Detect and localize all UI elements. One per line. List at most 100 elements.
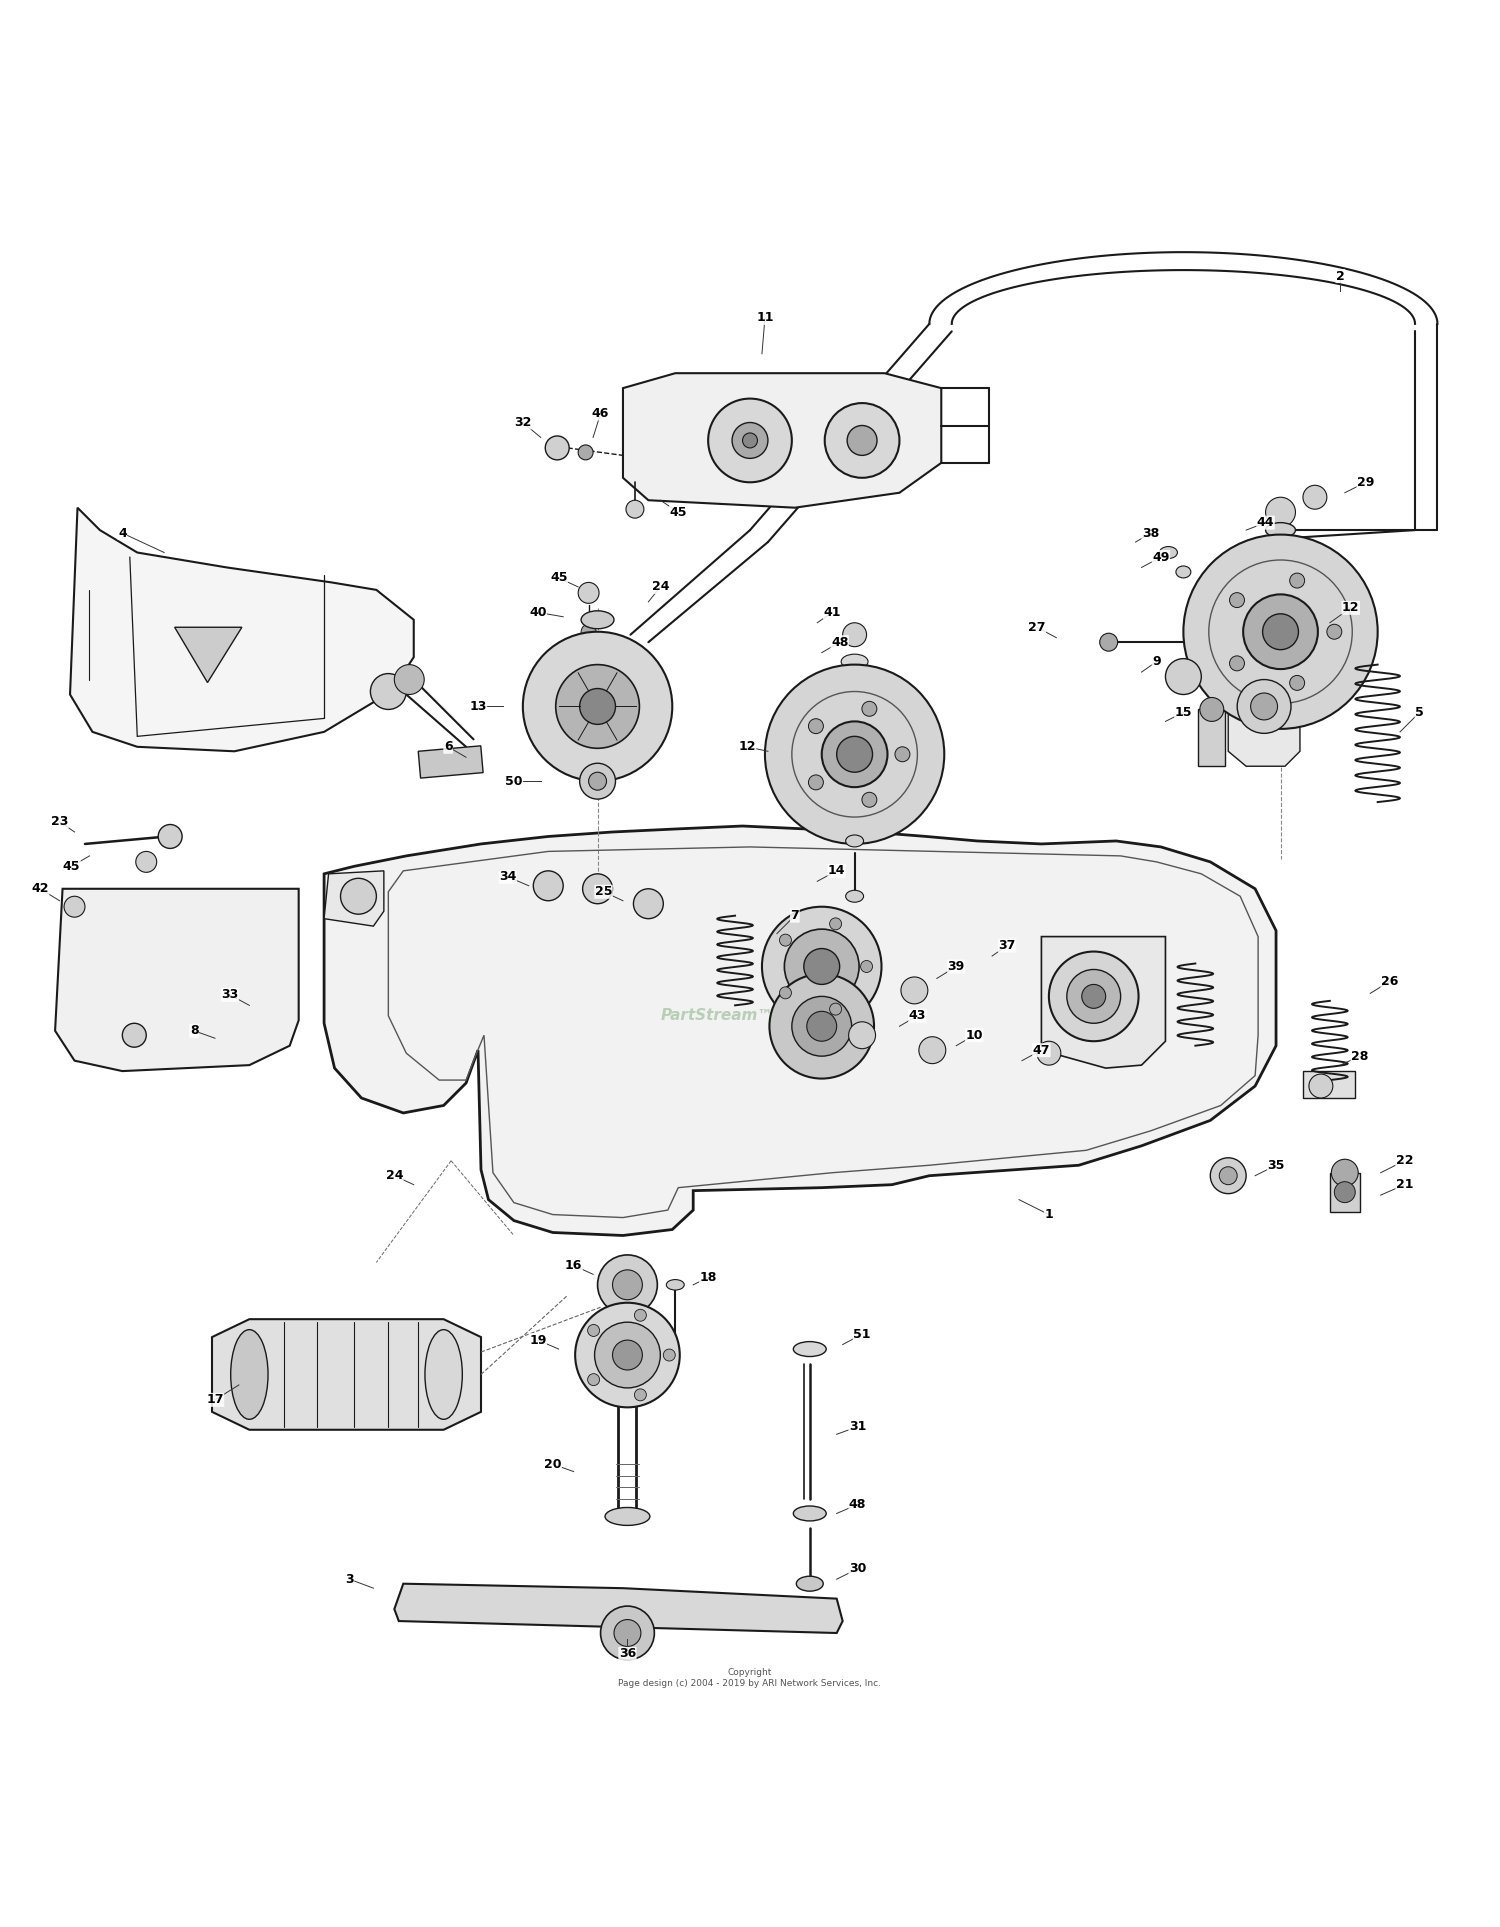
Circle shape (1251, 694, 1278, 721)
Circle shape (770, 973, 874, 1079)
Circle shape (732, 422, 768, 459)
Circle shape (1066, 969, 1120, 1023)
Text: 26: 26 (1382, 975, 1398, 989)
Text: 35: 35 (1268, 1158, 1284, 1172)
Circle shape (633, 888, 663, 919)
Circle shape (807, 1012, 837, 1041)
Text: 34: 34 (500, 871, 516, 883)
Ellipse shape (604, 1507, 650, 1526)
Polygon shape (394, 1584, 843, 1632)
Circle shape (123, 1023, 146, 1046)
Circle shape (902, 977, 928, 1004)
Circle shape (1328, 624, 1342, 640)
Circle shape (612, 1339, 642, 1370)
Ellipse shape (796, 1576, 824, 1592)
Ellipse shape (231, 1330, 268, 1420)
Text: 28: 28 (1352, 1050, 1368, 1062)
Text: 5: 5 (1414, 705, 1424, 719)
Circle shape (597, 1254, 657, 1314)
Circle shape (612, 1270, 642, 1299)
Text: 27: 27 (1028, 620, 1045, 634)
Polygon shape (211, 1320, 482, 1430)
Text: 16: 16 (566, 1258, 582, 1272)
Circle shape (588, 1374, 600, 1386)
Ellipse shape (842, 653, 868, 669)
Ellipse shape (424, 1330, 462, 1420)
Text: 8: 8 (190, 1025, 198, 1037)
Circle shape (626, 501, 644, 518)
Text: 22: 22 (1396, 1154, 1413, 1168)
Ellipse shape (666, 1280, 684, 1289)
Ellipse shape (794, 1341, 826, 1357)
Circle shape (1244, 594, 1318, 669)
Text: 46: 46 (592, 407, 609, 420)
Bar (1198, 709, 1225, 767)
Circle shape (588, 773, 606, 790)
Circle shape (780, 987, 792, 998)
Ellipse shape (580, 611, 614, 628)
Text: 38: 38 (1142, 526, 1160, 540)
Circle shape (1230, 655, 1245, 671)
Ellipse shape (846, 890, 864, 902)
Circle shape (849, 1021, 876, 1048)
Ellipse shape (846, 834, 864, 848)
Ellipse shape (1160, 547, 1178, 559)
Circle shape (830, 1004, 842, 1016)
Circle shape (579, 688, 615, 725)
Circle shape (370, 674, 406, 709)
Circle shape (896, 748, 910, 761)
Polygon shape (1228, 661, 1300, 767)
Circle shape (582, 873, 612, 904)
Circle shape (634, 1389, 646, 1401)
Circle shape (920, 1037, 946, 1064)
Circle shape (580, 624, 596, 640)
Text: 14: 14 (828, 865, 846, 877)
Circle shape (1100, 634, 1118, 651)
Polygon shape (324, 871, 384, 927)
Circle shape (742, 434, 758, 447)
Text: 20: 20 (544, 1457, 561, 1470)
Text: 50: 50 (506, 775, 522, 788)
Text: 6: 6 (444, 740, 453, 753)
Text: 45: 45 (63, 859, 81, 873)
Polygon shape (56, 888, 298, 1071)
Bar (1304, 1071, 1356, 1098)
Circle shape (340, 879, 376, 913)
Text: 13: 13 (470, 700, 486, 713)
Circle shape (663, 1349, 675, 1360)
Text: 48: 48 (831, 636, 849, 649)
Circle shape (546, 436, 568, 461)
Circle shape (64, 896, 86, 917)
Text: 3: 3 (345, 1572, 354, 1586)
Polygon shape (1041, 937, 1166, 1068)
Bar (1330, 1174, 1359, 1212)
Text: 48: 48 (849, 1497, 867, 1511)
Text: 24: 24 (386, 1170, 404, 1181)
Circle shape (578, 445, 592, 461)
Text: 17: 17 (206, 1393, 224, 1407)
Text: 25: 25 (596, 884, 612, 898)
Circle shape (1263, 615, 1299, 649)
Circle shape (804, 948, 840, 985)
Text: 45: 45 (669, 505, 687, 518)
Circle shape (1230, 594, 1245, 607)
Text: 7: 7 (790, 910, 800, 923)
Text: 49: 49 (1152, 551, 1170, 563)
Circle shape (574, 1303, 680, 1407)
Circle shape (136, 852, 156, 873)
Text: 23: 23 (51, 815, 69, 829)
Text: 42: 42 (32, 883, 50, 896)
Text: 33: 33 (222, 989, 238, 1002)
Text: 39: 39 (948, 960, 964, 973)
Circle shape (600, 1605, 654, 1659)
Text: 45: 45 (550, 572, 567, 584)
Text: 11: 11 (756, 312, 774, 324)
Text: 30: 30 (849, 1563, 867, 1574)
Text: PartStream™: PartStream™ (662, 1008, 774, 1023)
Circle shape (634, 1308, 646, 1322)
Circle shape (1335, 1181, 1356, 1202)
Circle shape (862, 701, 877, 717)
Circle shape (1290, 572, 1305, 588)
Text: 1: 1 (1044, 1208, 1053, 1222)
Text: 41: 41 (824, 605, 842, 619)
